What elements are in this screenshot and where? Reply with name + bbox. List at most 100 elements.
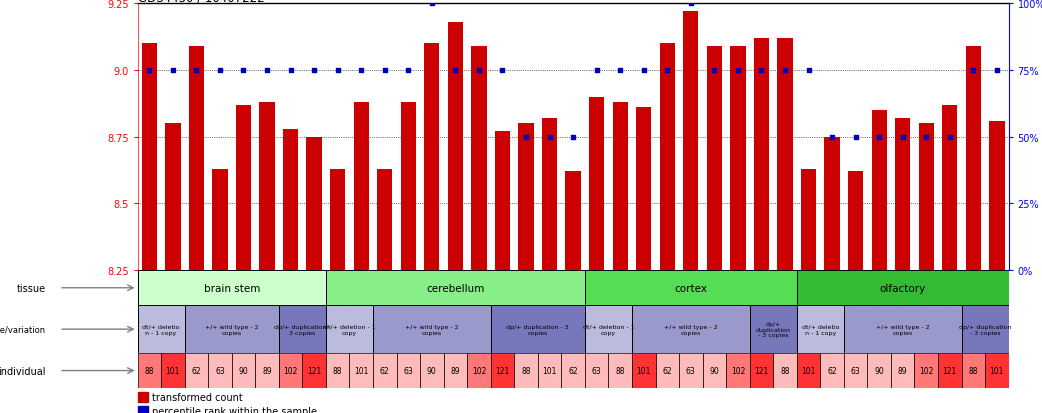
Bar [777, 39, 793, 271]
Text: individual: individual [0, 366, 46, 376]
Text: 63: 63 [215, 366, 225, 375]
Point [423, 1, 440, 7]
Text: 89: 89 [263, 366, 272, 375]
Point [871, 134, 888, 141]
Bar [491, 353, 515, 388]
Bar [166, 124, 180, 271]
Point [894, 134, 911, 141]
Point [589, 67, 605, 74]
Bar [373, 353, 397, 388]
Bar [919, 124, 934, 271]
Bar [706, 47, 722, 271]
Bar [138, 353, 162, 388]
Bar [471, 47, 487, 271]
Bar [235, 105, 251, 271]
Bar [448, 23, 463, 271]
Text: 90: 90 [710, 366, 719, 375]
Bar [138, 306, 184, 353]
Bar [636, 108, 651, 271]
Point [612, 67, 628, 74]
Point [753, 67, 770, 74]
Bar [184, 353, 208, 388]
Point [776, 67, 793, 74]
Point [165, 67, 181, 74]
Bar [326, 353, 349, 388]
Text: 88: 88 [969, 366, 978, 375]
Text: dp/+
duplication
- 3 copies: dp/+ duplication - 3 copies [755, 321, 791, 338]
Text: 62: 62 [568, 366, 578, 375]
Text: 63: 63 [592, 366, 601, 375]
Bar [702, 353, 726, 388]
Bar [279, 353, 302, 388]
Text: +/+ wild type - 2
copies: +/+ wild type - 2 copies [405, 324, 458, 335]
Point [518, 134, 535, 141]
Bar [208, 353, 231, 388]
Bar [259, 103, 275, 271]
Bar [326, 306, 373, 353]
Bar [420, 353, 444, 388]
Point [824, 134, 841, 141]
Bar [985, 353, 1009, 388]
Bar [184, 306, 279, 353]
Text: 88: 88 [332, 366, 343, 375]
Text: genotype/variation: genotype/variation [0, 325, 46, 334]
Bar [820, 353, 844, 388]
Bar [585, 271, 797, 306]
Bar [397, 353, 420, 388]
Text: 121: 121 [495, 366, 510, 375]
Bar [349, 353, 373, 388]
Bar [138, 271, 326, 306]
Bar [895, 119, 911, 271]
Text: percentile rank within the sample: percentile rank within the sample [152, 406, 318, 413]
Bar [609, 353, 631, 388]
Bar [162, 353, 184, 388]
Point [376, 67, 393, 74]
Bar [562, 353, 585, 388]
Bar [589, 97, 604, 271]
Bar [773, 353, 797, 388]
Text: dt/+ deletion - 1
copy: dt/+ deletion - 1 copy [582, 324, 635, 335]
Text: 101: 101 [990, 366, 1004, 375]
Bar [848, 172, 863, 271]
Bar [942, 105, 958, 271]
Text: 121: 121 [307, 366, 321, 375]
Bar [138, 406, 148, 413]
Point [847, 134, 864, 141]
Text: 121: 121 [754, 366, 769, 375]
Text: dt/+ deletio
n - 1 copy: dt/+ deletio n - 1 copy [143, 324, 180, 335]
Bar [871, 111, 887, 271]
Bar [306, 138, 322, 271]
Bar [142, 44, 157, 271]
Bar [749, 306, 797, 353]
Point [989, 67, 1006, 74]
Bar [373, 306, 491, 353]
Bar [655, 353, 679, 388]
Text: 88: 88 [521, 366, 530, 375]
Point [305, 67, 322, 74]
Bar [377, 169, 393, 271]
Point [212, 67, 228, 74]
Text: 90: 90 [239, 366, 248, 375]
Text: brain stem: brain stem [203, 283, 259, 293]
Point [258, 67, 275, 74]
Bar [824, 138, 840, 271]
Text: dp/+ duplication - 3
copies: dp/+ duplication - 3 copies [506, 324, 569, 335]
Point [565, 134, 581, 141]
Text: 88: 88 [145, 366, 154, 375]
Text: 89: 89 [898, 366, 908, 375]
Text: 88: 88 [780, 366, 790, 375]
Point [918, 134, 935, 141]
Text: 88: 88 [616, 366, 625, 375]
Text: 102: 102 [730, 366, 745, 375]
Bar [491, 306, 585, 353]
Bar [938, 353, 962, 388]
Bar [891, 353, 915, 388]
Text: 63: 63 [850, 366, 861, 375]
Bar [989, 121, 1004, 271]
Bar [515, 353, 538, 388]
Text: 89: 89 [450, 366, 461, 375]
Text: 101: 101 [637, 366, 651, 375]
Text: 101: 101 [354, 366, 369, 375]
Bar [566, 172, 580, 271]
Bar [279, 306, 326, 353]
